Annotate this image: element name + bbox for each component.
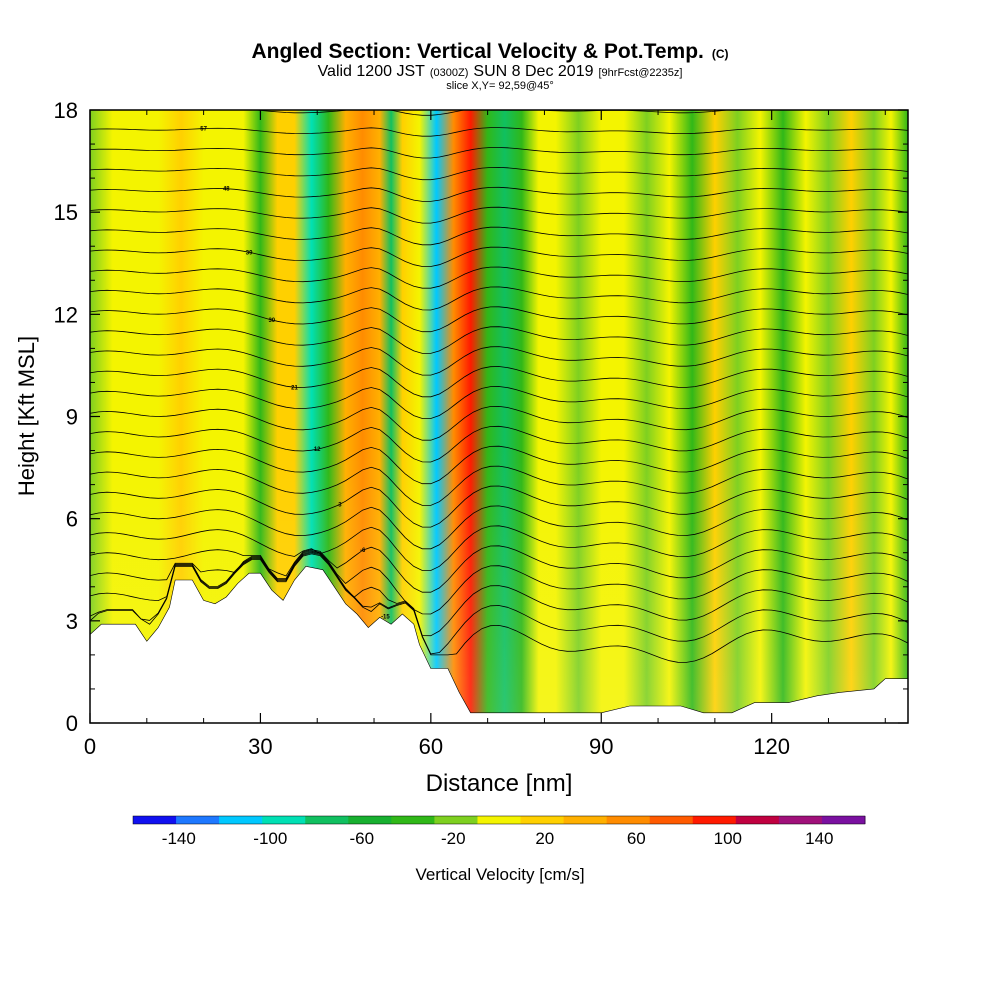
colorbar-strip: -140 -100 -60 -20 20 60 100 140 [132, 815, 866, 848]
theta-contour-line [90, 445, 908, 485]
x-tick-label: 0 [84, 734, 96, 759]
colorbar-swatch [434, 816, 478, 824]
theta-contour-line [90, 465, 908, 506]
colorbar-swatch [563, 816, 608, 824]
colorbar-label: Vertical Velocity [cm/s] [415, 865, 584, 884]
colorbar-tick-label: 100 [714, 829, 742, 848]
theta-contour-line [90, 553, 908, 663]
colorbar-swatch [477, 816, 522, 824]
y-tick-label: 12 [54, 302, 78, 327]
colorbar-swatch [520, 816, 565, 824]
colorbar-swatch [391, 816, 435, 824]
title-unit: (C) [712, 47, 729, 61]
colorbar-tick-label: -100 [253, 829, 287, 848]
theta-contour-line [90, 550, 908, 615]
colorbar-swatch [348, 816, 392, 824]
theta-contour-label: 48 [223, 187, 230, 193]
theta-contour-line [90, 386, 908, 419]
colorbar-tick-label: 60 [627, 829, 646, 848]
theta-contour-line [90, 405, 908, 441]
theta-contour-line [90, 545, 908, 593]
colorbar-swatch [821, 816, 866, 824]
theta-contour-line [90, 226, 908, 246]
valid-time: Valid 1200 JST (0300Z) SUN 8 Dec 2019 [9hrF… [318, 63, 683, 80]
y-tick-label: 0 [66, 711, 78, 736]
y-tick-label: 15 [54, 200, 78, 225]
colorbar-swatch [176, 816, 220, 824]
theta-contour-line [90, 326, 908, 354]
colorbar-tick-label: -140 [162, 829, 196, 848]
y-tick-label: 18 [54, 98, 78, 123]
theta-contour-line [90, 286, 908, 311]
theta-contour-line [90, 346, 908, 376]
theta-contour-line [90, 485, 908, 528]
theta-contour-label: -6 [360, 548, 366, 554]
y-tick-label: 6 [66, 507, 78, 532]
colorbar-swatch [262, 816, 306, 824]
theta-contour-line [90, 366, 908, 398]
x-tick-label: 90 [589, 734, 613, 759]
colorbar-tick-label: -60 [350, 829, 375, 848]
theta-contour-label: 12 [314, 447, 321, 453]
theta-contour-line [90, 552, 908, 655]
y-tick-label: 9 [66, 405, 78, 430]
slice-info: slice X,Y= 92,59@45° [446, 80, 554, 92]
theta-contours [90, 110, 908, 663]
theta-contour-label: 30 [268, 318, 275, 324]
theta-contour-line [90, 166, 908, 181]
y-tick-label: 3 [66, 609, 78, 634]
theta-contour-label: 39 [246, 250, 253, 256]
theta-contour-line [90, 246, 908, 267]
x-axis-label: Distance [nm] [426, 770, 573, 797]
x-tick-label: 60 [419, 734, 443, 759]
theta-contour-label: 3 [338, 502, 342, 508]
y-axis-label: Height [Kft MSL] [14, 336, 39, 496]
theta-contour-line [90, 266, 908, 289]
axis-ticks: 0 30 60 90 120 0 3 6 9 12 15 18 [54, 98, 908, 759]
colorbar-swatch [735, 816, 780, 824]
colorbar-swatch [305, 816, 349, 824]
colorbar-tick-label: 140 [805, 829, 833, 848]
theta-contour-line [90, 127, 908, 137]
colorbar-tick-label: 20 [535, 829, 554, 848]
colorbar-swatch [219, 816, 263, 824]
colorbar-swatch [778, 816, 823, 824]
theta-contour-line [90, 186, 908, 202]
colorbar-tick-label: -20 [441, 829, 466, 848]
theta-contour-line [90, 206, 908, 224]
theta-contour-line [90, 147, 908, 159]
colorbar-swatch [649, 816, 694, 824]
theta-contour-label: 57 [200, 127, 207, 133]
terrain-mask [90, 565, 908, 723]
theta-contour-line [90, 425, 908, 463]
theta-contour-label: 21 [291, 385, 298, 391]
theta-contour-line [90, 306, 908, 333]
colorbar-swatch [606, 816, 651, 824]
chart-title: Angled Section: Vertical Velocity & Pot.… [251, 40, 728, 63]
theta-contour-line [90, 551, 908, 637]
colorbar-frame [132, 815, 866, 825]
theta-contour-label: -15 [381, 615, 390, 621]
theta-contour-line [90, 525, 908, 571]
theta-contour-line [90, 505, 908, 550]
heatmap-plot: -15 -6 3 12 21 30 39 48 57 [90, 110, 908, 723]
colorbar-swatch [692, 816, 737, 824]
x-tick-label: 30 [248, 734, 272, 759]
colorbar-swatch [133, 816, 177, 824]
theta-contour-labels: -15 -6 3 12 21 30 39 48 57 [200, 127, 390, 621]
x-tick-label: 120 [753, 734, 790, 759]
